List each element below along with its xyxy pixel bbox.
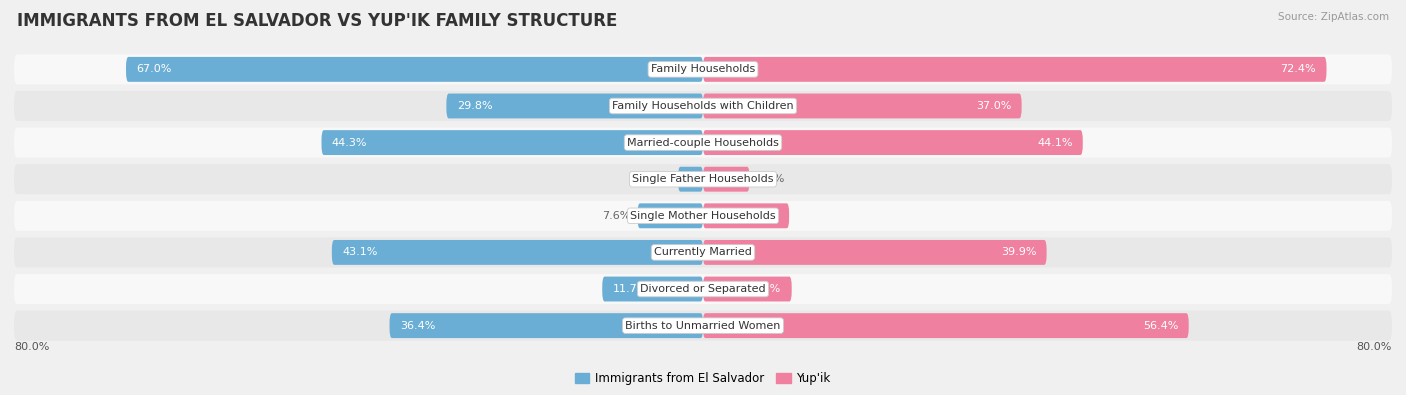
- Text: 7.6%: 7.6%: [602, 211, 631, 221]
- Text: 29.8%: 29.8%: [457, 101, 492, 111]
- FancyBboxPatch shape: [703, 203, 789, 228]
- Legend: Immigrants from El Salvador, Yup'ik: Immigrants from El Salvador, Yup'ik: [571, 367, 835, 390]
- FancyBboxPatch shape: [332, 240, 703, 265]
- FancyBboxPatch shape: [14, 274, 1392, 304]
- FancyBboxPatch shape: [14, 237, 1392, 267]
- Text: Currently Married: Currently Married: [654, 247, 752, 258]
- Text: 10.0%: 10.0%: [744, 211, 779, 221]
- Text: 2.9%: 2.9%: [643, 174, 671, 184]
- FancyBboxPatch shape: [703, 57, 1326, 82]
- Text: Single Father Households: Single Father Households: [633, 174, 773, 184]
- FancyBboxPatch shape: [14, 164, 1392, 194]
- FancyBboxPatch shape: [14, 55, 1392, 85]
- FancyBboxPatch shape: [602, 276, 703, 301]
- FancyBboxPatch shape: [322, 130, 703, 155]
- FancyBboxPatch shape: [446, 94, 703, 118]
- Text: 10.3%: 10.3%: [747, 284, 782, 294]
- FancyBboxPatch shape: [637, 203, 703, 228]
- Text: 36.4%: 36.4%: [399, 321, 436, 331]
- Text: 43.1%: 43.1%: [342, 247, 378, 258]
- Text: 37.0%: 37.0%: [976, 101, 1011, 111]
- Text: 72.4%: 72.4%: [1281, 64, 1316, 74]
- FancyBboxPatch shape: [703, 313, 1188, 338]
- FancyBboxPatch shape: [14, 310, 1392, 340]
- FancyBboxPatch shape: [703, 240, 1046, 265]
- FancyBboxPatch shape: [678, 167, 703, 192]
- FancyBboxPatch shape: [703, 167, 749, 192]
- Text: 44.3%: 44.3%: [332, 137, 367, 148]
- Text: Family Households: Family Households: [651, 64, 755, 74]
- Text: 44.1%: 44.1%: [1038, 137, 1073, 148]
- FancyBboxPatch shape: [14, 128, 1392, 158]
- Text: IMMIGRANTS FROM EL SALVADOR VS YUP'IK FAMILY STRUCTURE: IMMIGRANTS FROM EL SALVADOR VS YUP'IK FA…: [17, 12, 617, 30]
- Text: Family Households with Children: Family Households with Children: [612, 101, 794, 111]
- Text: 11.7%: 11.7%: [613, 284, 648, 294]
- Text: 5.4%: 5.4%: [756, 174, 785, 184]
- Text: 39.9%: 39.9%: [1001, 247, 1036, 258]
- Text: Single Mother Households: Single Mother Households: [630, 211, 776, 221]
- Text: Married-couple Households: Married-couple Households: [627, 137, 779, 148]
- Text: 80.0%: 80.0%: [1357, 342, 1392, 352]
- FancyBboxPatch shape: [703, 276, 792, 301]
- Text: 56.4%: 56.4%: [1143, 321, 1178, 331]
- Text: Births to Unmarried Women: Births to Unmarried Women: [626, 321, 780, 331]
- FancyBboxPatch shape: [127, 57, 703, 82]
- FancyBboxPatch shape: [389, 313, 703, 338]
- FancyBboxPatch shape: [14, 91, 1392, 121]
- Text: Source: ZipAtlas.com: Source: ZipAtlas.com: [1278, 12, 1389, 22]
- Text: Divorced or Separated: Divorced or Separated: [640, 284, 766, 294]
- FancyBboxPatch shape: [703, 130, 1083, 155]
- Text: 80.0%: 80.0%: [14, 342, 49, 352]
- Text: 67.0%: 67.0%: [136, 64, 172, 74]
- FancyBboxPatch shape: [14, 201, 1392, 231]
- FancyBboxPatch shape: [703, 94, 1022, 118]
